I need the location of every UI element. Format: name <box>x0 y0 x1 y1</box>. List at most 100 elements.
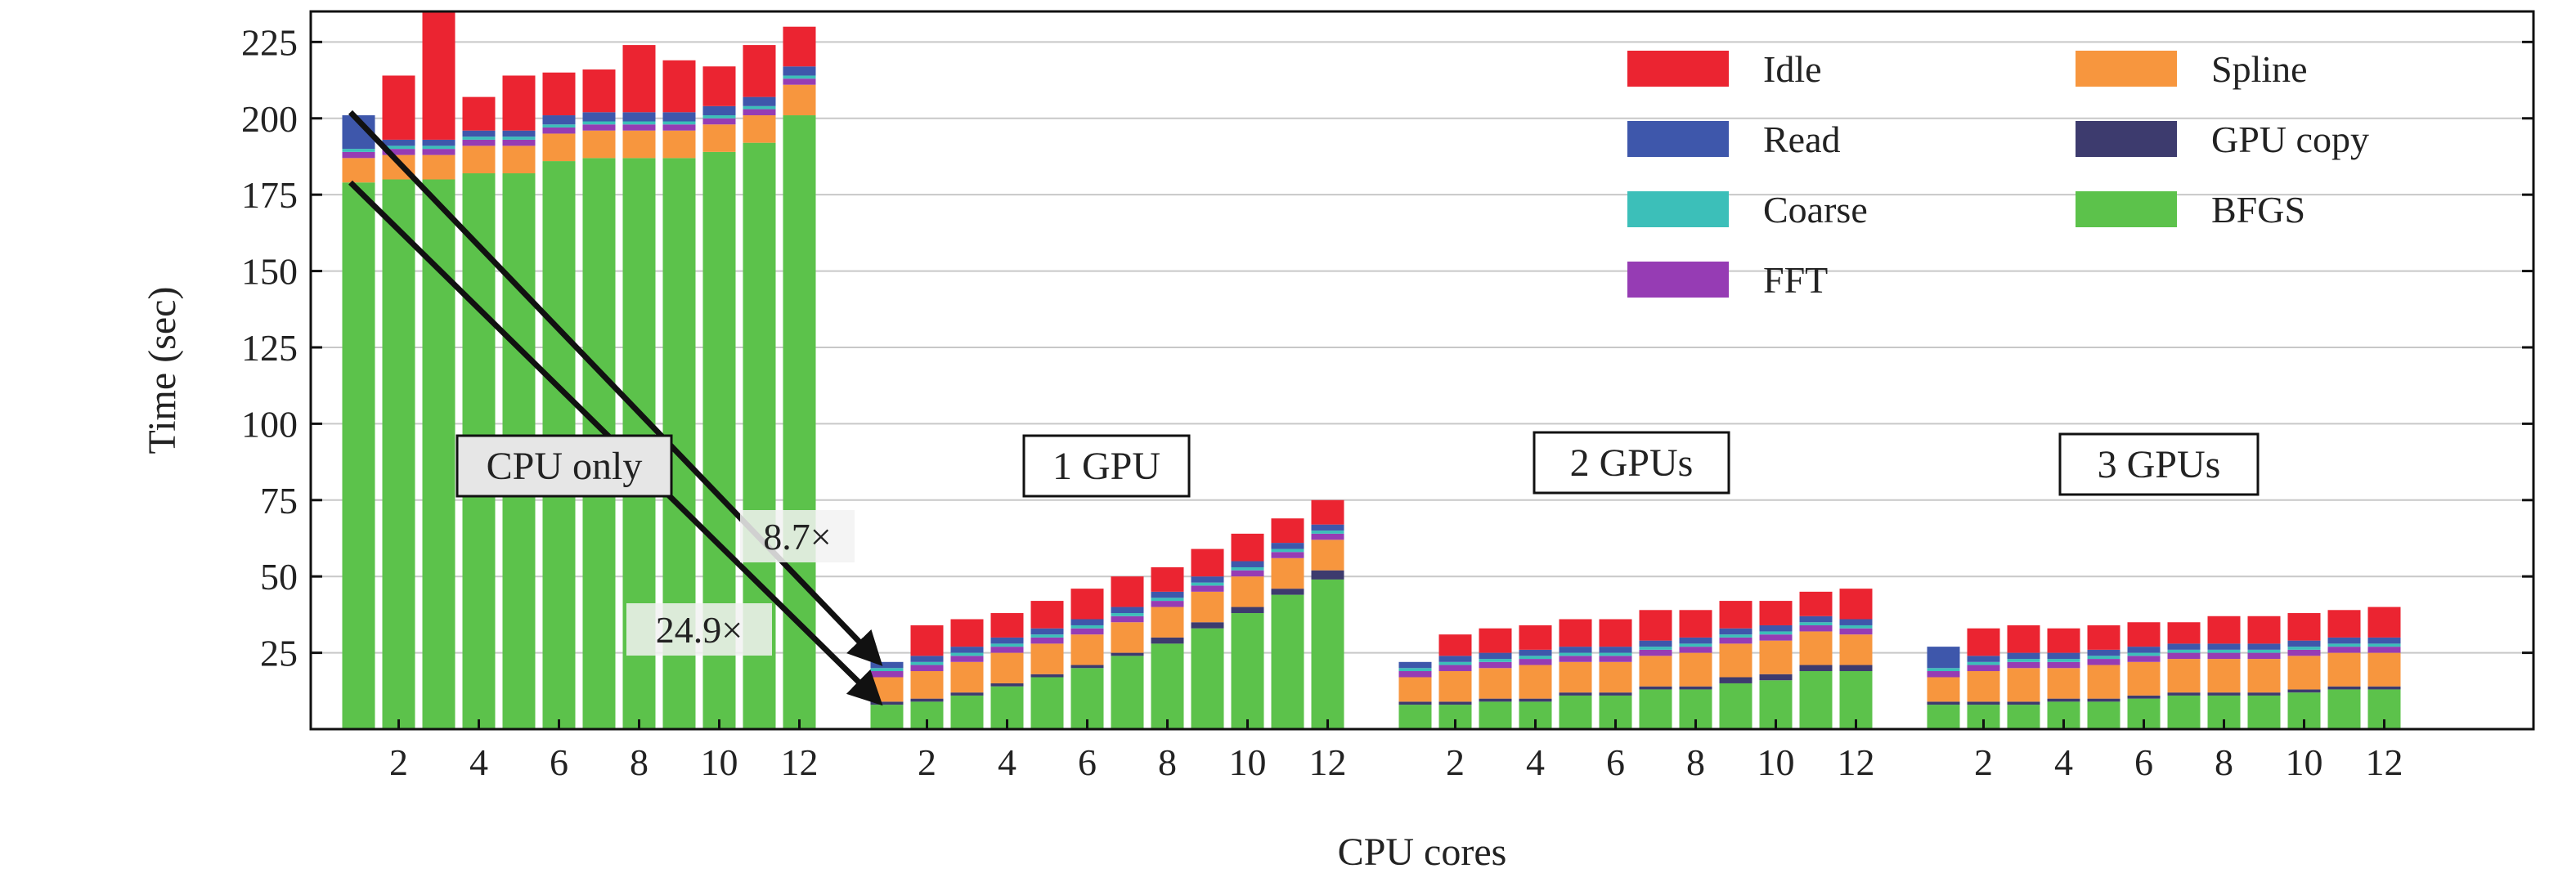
bar-segment-idle <box>2127 622 2161 647</box>
bar-segment-idle <box>1151 566 1184 592</box>
bar-segment-gpu-copy <box>1398 701 1432 705</box>
bar-segment-coarse <box>2167 649 2201 653</box>
legend-swatch-bfgs <box>2076 191 2177 227</box>
legend-swatch-spline <box>2076 51 2177 87</box>
bar-segment-gpu-copy <box>1030 674 1064 678</box>
bar-segment-fft <box>1679 647 1712 653</box>
bar-segment-fft <box>1271 552 1304 558</box>
bar-segment-idle <box>1759 601 1793 625</box>
bar-segment-bfgs <box>1231 613 1264 729</box>
bar-segment-read <box>542 115 576 125</box>
bar-segment-spline <box>990 652 1024 683</box>
bar-segment-spline <box>2087 665 2120 699</box>
bar-segment-idle <box>462 96 496 131</box>
bar-segment-read <box>1967 656 2000 662</box>
bar-segment-coarse <box>1839 625 1873 629</box>
legend-swatch-coarse <box>1627 191 1729 227</box>
bar-segment-fft <box>2127 656 2161 662</box>
bar-segment-gpu-copy <box>1191 622 1224 629</box>
bar-segment-read <box>2167 643 2201 650</box>
bar-segment-coarse <box>743 105 776 110</box>
group-label-box <box>1022 434 1191 498</box>
bar-segment-gpu-copy <box>1070 665 1104 669</box>
bar-segment-fft <box>1559 656 1592 662</box>
bar-segment-spline <box>1799 631 1833 665</box>
bar-segment-spline <box>1927 677 1960 702</box>
bar-segment-fft <box>1070 628 1104 635</box>
bar-segment-idle <box>2207 616 2241 644</box>
bar-segment-read <box>2007 652 2040 660</box>
bar-segment-idle <box>2247 616 2281 644</box>
bar-segment-fft <box>702 118 736 125</box>
y-tick-label: 175 <box>241 174 298 216</box>
bar-segment-fft <box>1398 671 1432 678</box>
y-tick-label: 25 <box>260 633 298 674</box>
bar-segment-read <box>2087 649 2120 656</box>
bar-segment-coarse <box>1967 661 2000 665</box>
bar-segment-read <box>1599 647 1632 653</box>
bar-segment-fft <box>910 665 944 672</box>
bar-segment-fft <box>1719 637 1752 644</box>
group-label-box <box>1533 431 1730 495</box>
x-tick-label: 4 <box>998 741 1016 783</box>
bar-segment-fft <box>2047 661 2080 669</box>
bar-segment-spline <box>1967 671 2000 702</box>
bar-segment-read <box>1398 661 1432 669</box>
bar-segment-idle <box>1438 634 1472 656</box>
speedup-label-box <box>626 603 772 656</box>
bar-segment-gpu-copy <box>2287 689 2321 693</box>
bar-segment-spline <box>2287 656 2321 690</box>
bar-segment-spline <box>950 661 984 693</box>
bar-segment-fft <box>783 78 816 85</box>
bar-segment-idle <box>1967 628 2000 656</box>
bar-segment-bfgs <box>1479 701 1512 729</box>
legend: Idle Spline Read GPU copy Coarse BFGS FFT <box>1627 48 2369 301</box>
bar-segment-coarse <box>910 661 944 665</box>
x-tick-label: 12 <box>1309 741 1347 783</box>
bar-segment-spline <box>1030 643 1064 674</box>
group-label-box <box>456 434 673 498</box>
bar-segment-idle <box>950 619 984 647</box>
bar-segment-fft <box>1231 570 1264 577</box>
bar-segment-idle <box>1111 576 1144 607</box>
bar-segment-coarse <box>990 643 1024 647</box>
x-tick-label: 6 <box>2134 741 2153 783</box>
bar-segment-idle <box>422 11 456 140</box>
bar-segment-idle <box>1719 601 1752 629</box>
bar-segment-gpu-copy <box>1438 701 1472 705</box>
bar-segment-idle <box>382 75 415 140</box>
bar-segment-coarse <box>1927 668 1960 672</box>
x-tick-label: 4 <box>469 741 488 783</box>
bar-segment-gpu-copy <box>870 701 904 705</box>
x-tick-label: 12 <box>2366 741 2403 783</box>
bar-segment-read <box>2207 643 2241 650</box>
bar-segment-gpu-copy <box>1679 686 1712 690</box>
bar-segment-idle <box>1639 610 1672 641</box>
bar-segment-read <box>702 105 736 116</box>
bar-segment-bfgs <box>342 182 375 729</box>
bar-segment-bfgs <box>1311 579 1344 729</box>
speedup-arrow <box>348 110 883 666</box>
bar-segment-spline <box>1519 665 1552 699</box>
bar-segment-idle <box>1030 601 1064 629</box>
bar-segment-spline <box>2247 659 2281 693</box>
bar-segment-read <box>950 647 984 653</box>
bar-segment-fft <box>990 647 1024 653</box>
bar-segment-spline <box>582 130 616 159</box>
bar-segment-fft <box>1111 616 1144 623</box>
bar-segment-coarse <box>1070 625 1104 629</box>
bar-segment-gpu-copy <box>1719 677 1752 683</box>
bar-segment-idle <box>582 69 616 113</box>
bar-segment-spline <box>1111 622 1144 653</box>
bar-segment-gpu-copy <box>2047 698 2080 702</box>
bar-segment-read <box>1271 543 1304 549</box>
bar-segment-bfgs <box>1927 705 1960 729</box>
bar-segment-gpu-copy <box>2327 686 2361 690</box>
bar-segment-gpu-copy <box>1967 701 2000 705</box>
bar-segment-spline <box>702 124 736 152</box>
bar-segment-read <box>2367 637 2401 644</box>
bar-segment-coarse <box>622 121 656 125</box>
y-tick-label: 200 <box>241 98 298 140</box>
bar-segment-idle <box>702 66 736 106</box>
